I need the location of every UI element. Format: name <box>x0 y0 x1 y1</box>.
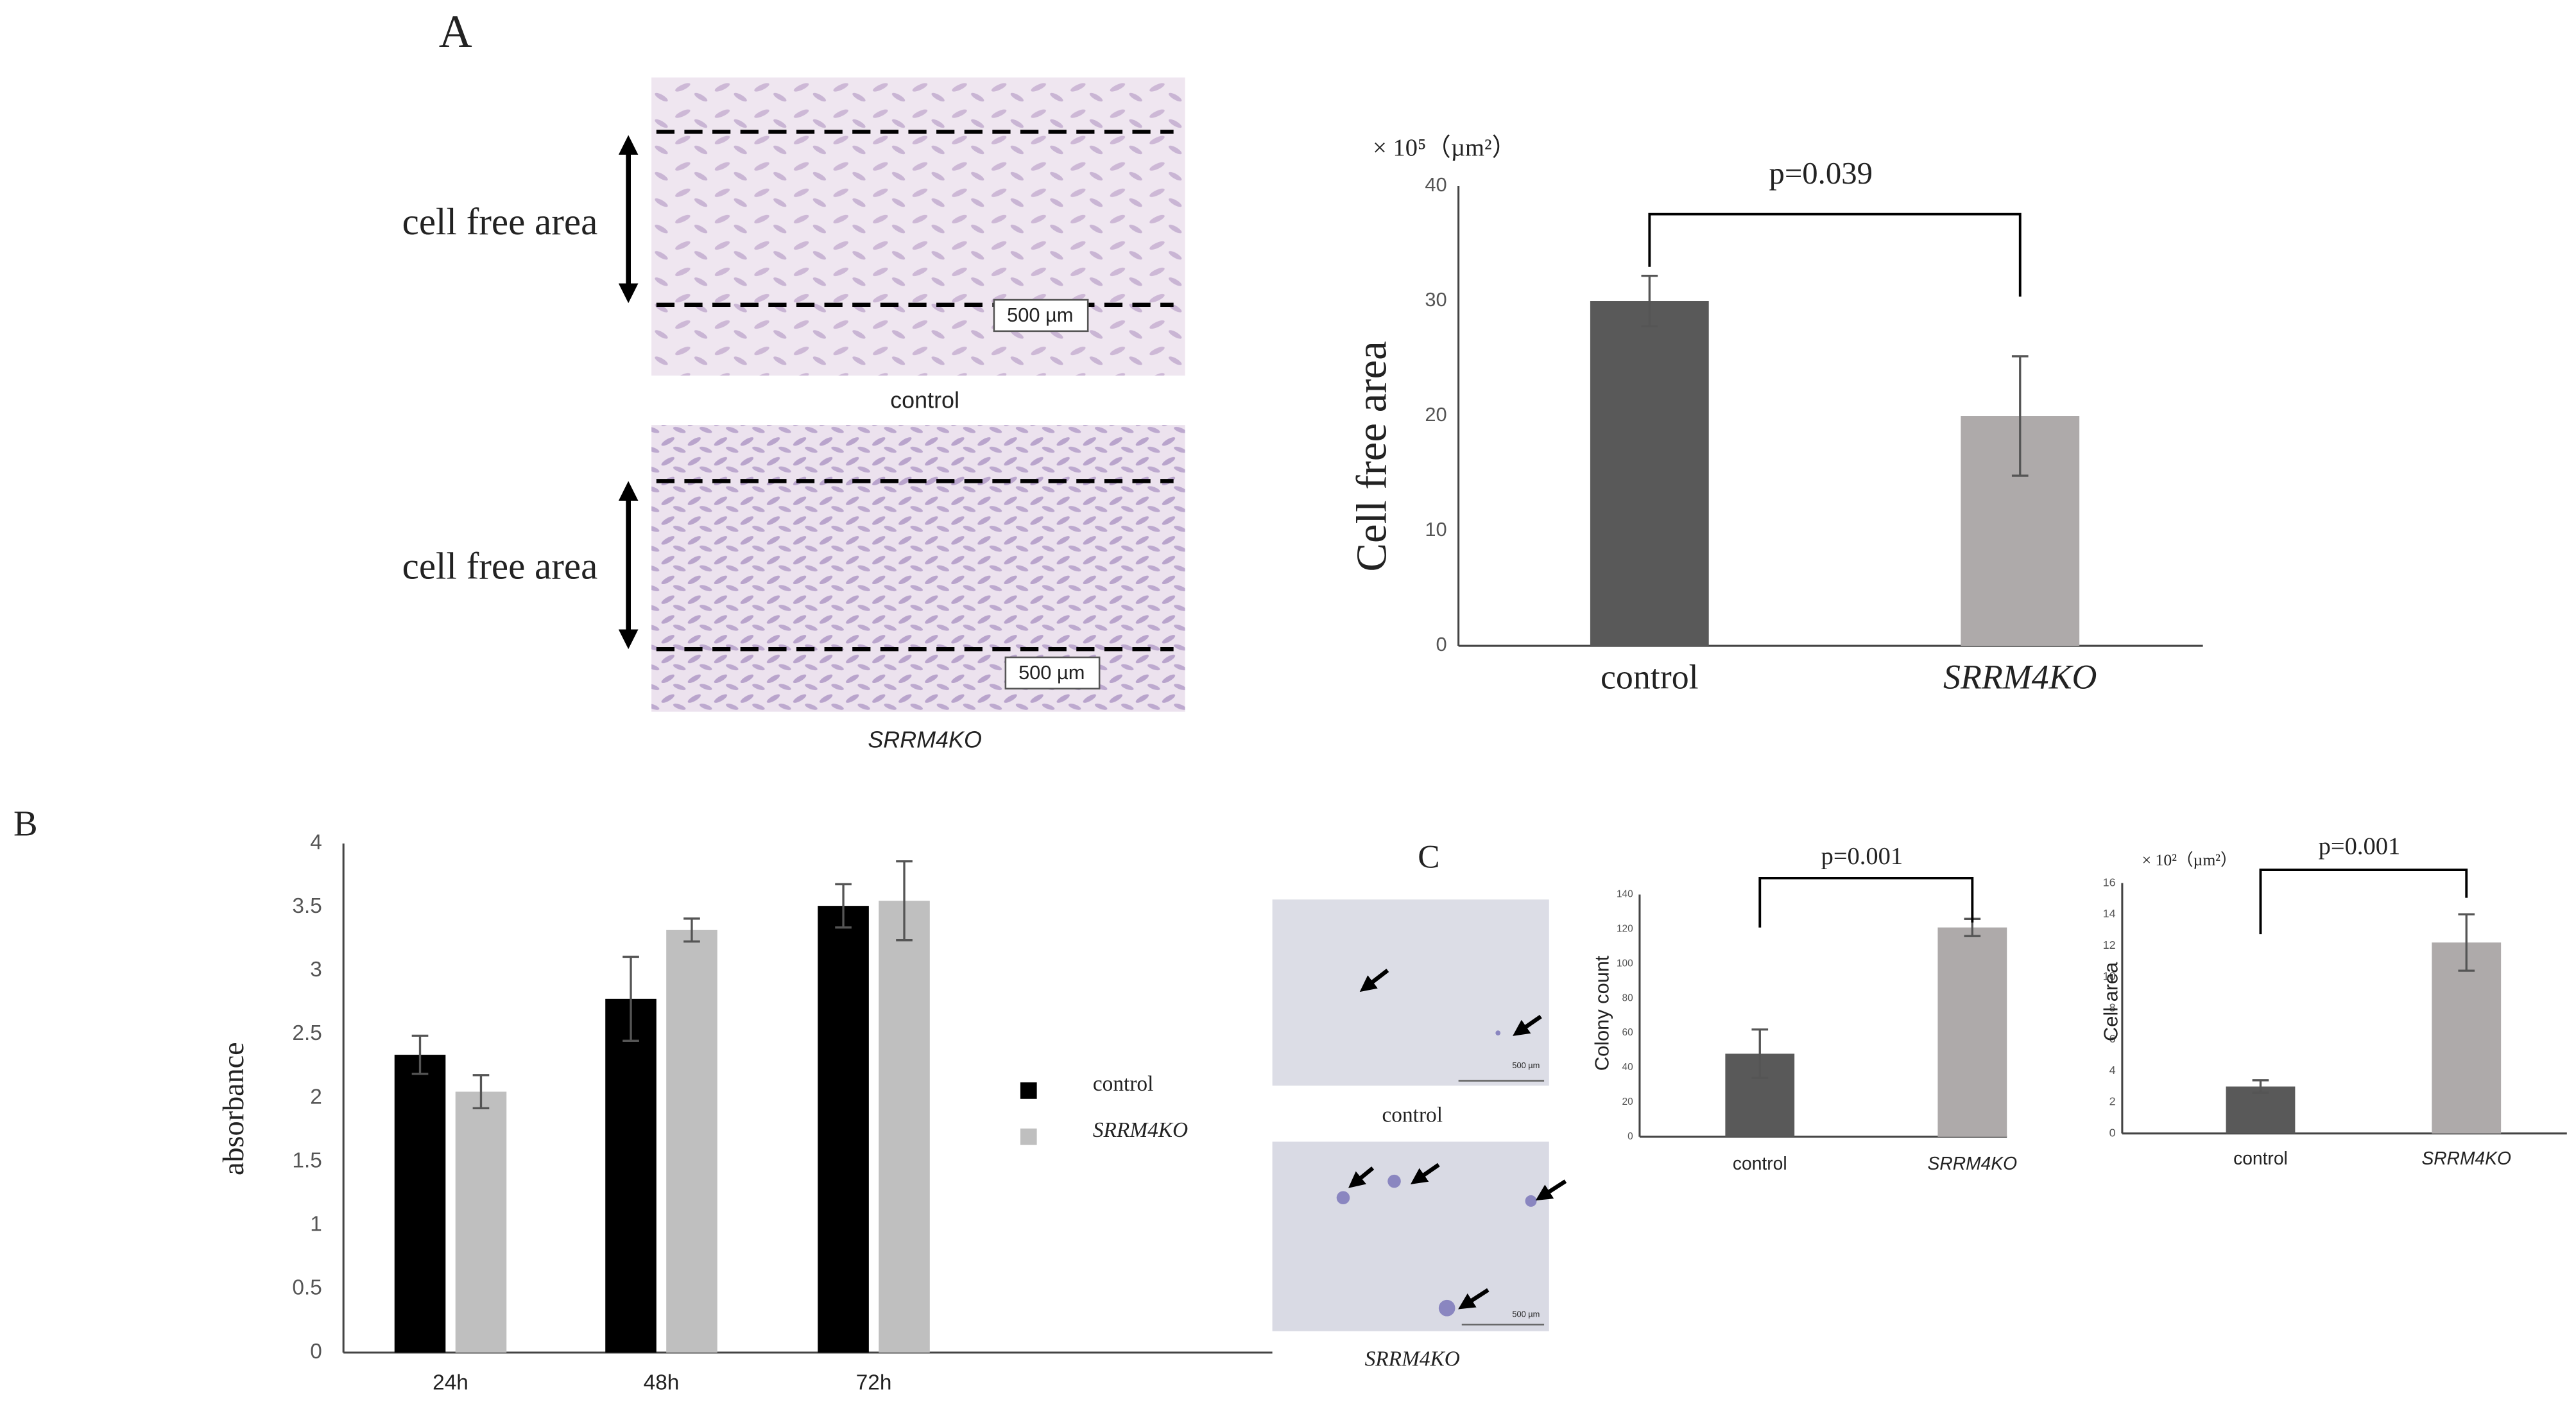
legend-label: control <box>1093 1072 1154 1096</box>
image-label: control <box>1382 1103 1443 1127</box>
y-tick-label: 20 <box>1622 1096 1633 1107</box>
y-tick-label: 1.5 <box>292 1148 322 1172</box>
micrograph <box>651 77 1185 376</box>
x-tick-label: SRRM4KO <box>1928 1153 2018 1173</box>
annotation: cell free area <box>402 545 598 587</box>
y-tick-label: 0.5 <box>292 1276 322 1300</box>
y-tick-label: 10 <box>2103 970 2116 983</box>
y-tick-label: 0 <box>1627 1131 1633 1142</box>
y-tick-label: 140 <box>1617 889 1633 900</box>
x-tick-label: SRRM4KO <box>2421 1148 2511 1168</box>
bar <box>394 1055 446 1353</box>
legend-label: SRRM4KO <box>1093 1118 1188 1142</box>
y-tick-label: 10 <box>1425 518 1447 541</box>
y-tick-label: 80 <box>1622 992 1633 1003</box>
micrograph <box>1272 1141 1549 1331</box>
annotation: cell free area <box>402 200 598 243</box>
bar <box>605 998 657 1353</box>
bar <box>2432 942 2502 1134</box>
y-tick-label: 0 <box>2109 1126 2116 1139</box>
y-tick-label: 100 <box>1617 958 1633 969</box>
unit-label: × 10²（µm²） <box>2142 851 2237 869</box>
pointer-arrows <box>1348 969 1567 1310</box>
bar <box>455 1091 507 1353</box>
y-tick-label: 2 <box>2109 1095 2116 1108</box>
y-tick-label: 0 <box>310 1340 322 1363</box>
y-axis-label: Cell area <box>2100 962 2122 1041</box>
y-tick-label: 4 <box>310 831 322 854</box>
significance-bracket <box>1758 876 1974 928</box>
x-tick-label: SRRM4KO <box>1943 657 2097 696</box>
y-tick-label: 2.5 <box>292 1021 322 1045</box>
y-tick-label: 16 <box>2103 876 2116 888</box>
y-tick-label: 20 <box>1425 403 1447 426</box>
y-tick-label: 4 <box>2109 1064 2116 1077</box>
y-tick-label: 3.5 <box>292 894 322 918</box>
colonies <box>1336 1030 1537 1317</box>
y-tick-label: 60 <box>1622 1027 1633 1038</box>
scale-box <box>993 299 1089 333</box>
y-tick-label: 0 <box>1436 633 1447 655</box>
y-tick-label: 8 <box>2109 1001 2116 1014</box>
y-tick-label: 3 <box>310 958 322 982</box>
bar <box>2226 1086 2296 1134</box>
y-tick-label: 12 <box>2103 939 2116 951</box>
x-tick-label: 24h <box>433 1371 468 1395</box>
significance-bracket <box>2259 869 2468 935</box>
image-label: SRRM4KO <box>1365 1347 1460 1371</box>
bar <box>879 901 930 1353</box>
panel-label: A <box>439 6 472 57</box>
unit-label: × 10⁵（µm²） <box>1373 134 1516 161</box>
y-tick-label: 120 <box>1617 924 1633 935</box>
p-value: p=0.001 <box>2319 833 2401 860</box>
scale-bar-label: 500 µm <box>1512 1060 1540 1070</box>
micrograph <box>651 425 1185 712</box>
y-axis-label: Cell free area <box>1349 341 1396 571</box>
scale-bar-label: 500 µm <box>1007 304 1073 326</box>
x-tick-label: control <box>1601 657 1699 696</box>
bar <box>818 906 869 1353</box>
micrograph <box>1272 899 1549 1086</box>
image-label: control <box>890 387 959 413</box>
y-tick-label: 30 <box>1425 288 1447 311</box>
y-tick-label: 1 <box>310 1213 322 1236</box>
scale-box <box>1004 656 1101 690</box>
y-axis-label: Colony count <box>1591 955 1613 1071</box>
y-tick-label: 2 <box>310 1085 322 1109</box>
x-tick-label: control <box>1733 1153 1787 1173</box>
y-tick-label: 40 <box>1425 173 1447 196</box>
x-tick-label: 48h <box>644 1371 680 1395</box>
y-tick-label: 14 <box>2103 907 2116 920</box>
y-tick-label: 6 <box>2109 1032 2116 1045</box>
bar <box>1590 301 1709 646</box>
y-tick-label: 40 <box>1622 1062 1633 1073</box>
image-label: SRRM4KO <box>868 726 982 752</box>
scale-bar-label: 500 µm <box>1018 661 1085 684</box>
x-tick-label: control <box>2233 1148 2288 1168</box>
significance-bracket <box>1648 212 2022 297</box>
p-value: p=0.001 <box>1821 843 1903 870</box>
scale-bar-label: 500 µm <box>1512 1309 1540 1319</box>
panel-label: C <box>1418 838 1439 875</box>
y-axis-label: absorbance <box>217 1042 250 1175</box>
bar <box>666 930 717 1353</box>
bar <box>1937 927 2007 1137</box>
panel-label: B <box>13 804 38 844</box>
p-value: p=0.039 <box>1769 156 1873 191</box>
legend-swatch <box>1020 1128 1037 1145</box>
x-tick-label: 72h <box>856 1371 892 1395</box>
legend-swatch <box>1020 1082 1037 1099</box>
